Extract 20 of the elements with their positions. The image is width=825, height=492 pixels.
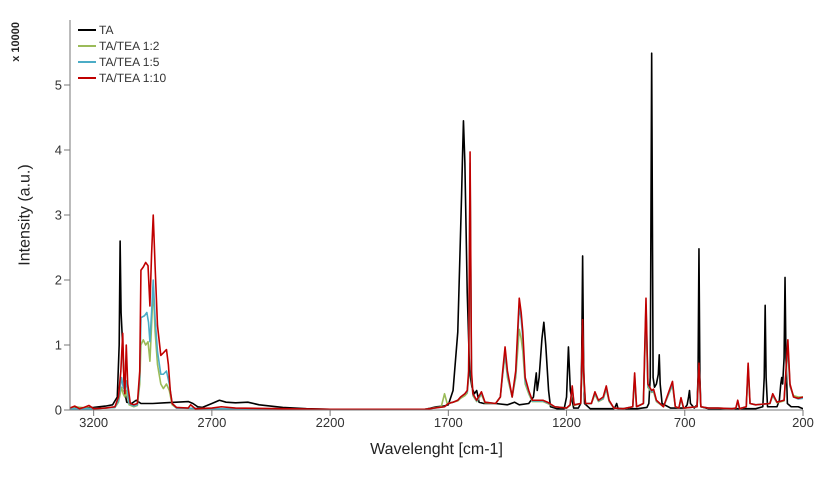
text: x 10000 [10, 22, 22, 62]
y-tick-label: 4 [54, 142, 62, 158]
x-tick-label: 700 [674, 415, 696, 430]
x-tick-label: 2700 [197, 415, 226, 430]
y-tick-label: 0 [54, 402, 62, 418]
y-tick-label: 2 [54, 272, 62, 288]
legend-label: TA/TEA 1:10 [99, 70, 166, 86]
x-axis-title: Wavelenght [cm-1] [370, 441, 503, 458]
y-tick-label: 1 [54, 338, 62, 353]
y-tick-label: 3 [54, 208, 62, 223]
x-tick-label: 2200 [316, 415, 345, 430]
x-tick-label: 1700 [434, 415, 463, 430]
x-tick-label: 1200 [552, 415, 582, 430]
legend-label: TA [99, 22, 114, 38]
x-tick-label: 3200 [79, 415, 108, 430]
legend-label: TA/TEA 1:2 [99, 38, 160, 54]
legend-label: TA/TEA 1:5 [99, 54, 160, 70]
y-axis-title: Intensity (a.u.) [16, 164, 34, 266]
y-tick-label: 5 [54, 78, 62, 93]
x-tick-label: 200 [792, 415, 814, 430]
